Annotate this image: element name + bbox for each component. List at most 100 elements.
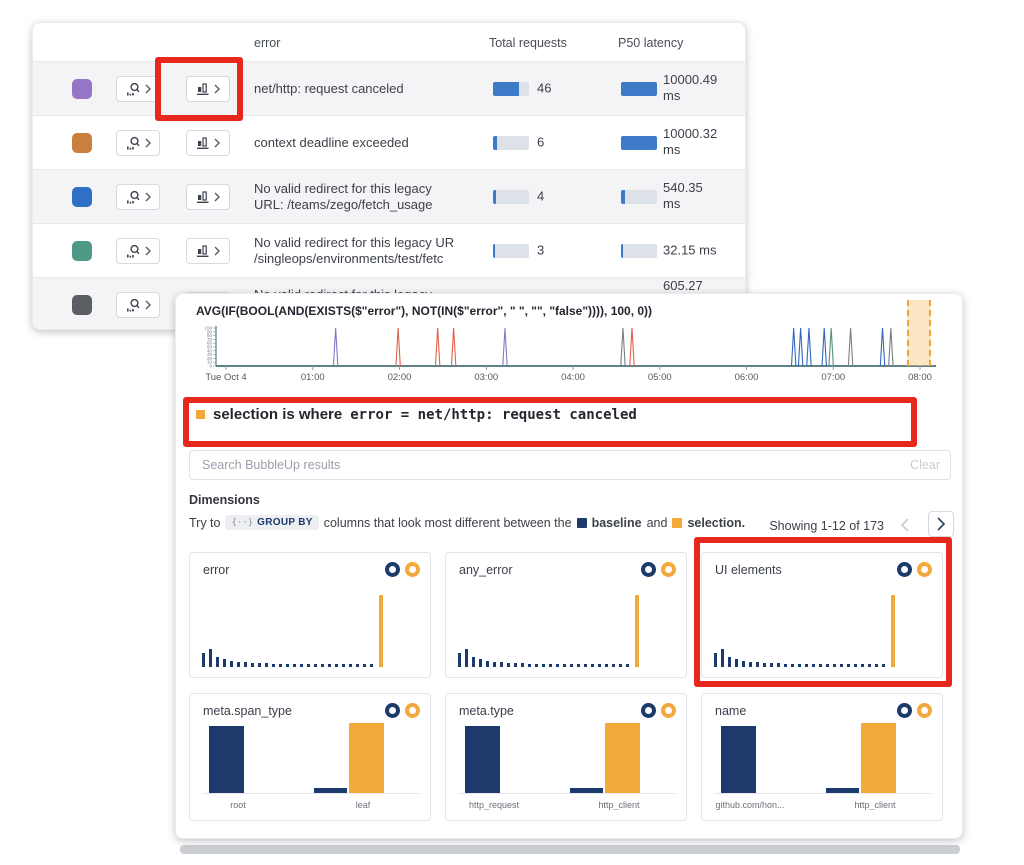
baseline-bar [721, 726, 756, 793]
timeline-spike [797, 327, 804, 367]
trace-search-button[interactable] [116, 129, 160, 156]
trace-search-button[interactable] [116, 183, 160, 210]
baseline-bar [626, 664, 629, 667]
bubbleup-chart-button[interactable] [186, 183, 230, 210]
column-header-p50-latency: P50 latency [618, 36, 684, 50]
dimension-card[interactable]: name github.com/hon... http_client [701, 693, 943, 821]
dimension-card[interactable]: meta.span_type root leaf [189, 693, 431, 821]
baseline-bar [777, 663, 780, 667]
dimension-card-chart [458, 573, 676, 667]
baseline-label: baseline [591, 515, 642, 530]
column-header-total-requests: Total requests [489, 36, 567, 50]
total-requests-bar [493, 189, 529, 204]
baseline-bar [307, 664, 310, 667]
selection-bar [861, 723, 896, 793]
bubbleup-panel: AVG(IF(BOOL(AND(EXISTS($"error"), NOT(IN… [175, 293, 963, 839]
error-message-cell: No valid redirect for this legacy UR /si… [254, 234, 455, 266]
baseline-legend-swatch [576, 517, 587, 528]
baseline-bar [244, 662, 247, 667]
trace-search-button[interactable] [116, 75, 160, 102]
dimension-card[interactable]: meta.type http_request http_client [445, 693, 687, 821]
x-tick-label: 08:00 [908, 372, 932, 383]
y-tick-label: 50 [207, 345, 213, 350]
baseline-donut-icon[interactable] [385, 562, 400, 577]
y-tick-label: 0 [209, 364, 212, 369]
baseline-bar [216, 657, 219, 667]
chevron-right-icon [145, 246, 151, 255]
series-color-swatch [72, 186, 92, 207]
clear-search-button[interactable]: Clear [910, 458, 940, 472]
group-label: http_client [854, 800, 896, 810]
series-color-swatch [72, 294, 92, 315]
baseline-donut-icon[interactable] [641, 703, 656, 718]
baseline-bar [472, 657, 475, 667]
baseline-bar [819, 664, 822, 667]
timeline-spike [821, 327, 827, 367]
query-formula: AVG(IF(BOOL(AND(EXISTS($"error"), NOT(IN… [196, 304, 653, 318]
baseline-bar [258, 663, 261, 667]
dimension-card-title: meta.type [459, 704, 514, 718]
hint-prefix: Try to [189, 515, 221, 530]
baseline-bar [570, 788, 603, 793]
group-label: http_client [598, 800, 640, 810]
selection-legend-swatch [672, 517, 683, 528]
selection-donut-icon[interactable] [405, 703, 420, 718]
selection-donut-icon[interactable] [661, 562, 676, 577]
selection-donut-icon[interactable] [917, 703, 932, 718]
error-table-panel: error Total requests P50 latency [32, 22, 746, 330]
baseline-donut-icon[interactable] [641, 562, 656, 577]
trace-search-icon [126, 298, 140, 311]
baseline-bar [465, 649, 468, 667]
trace-search-button[interactable] [116, 291, 160, 318]
bubbleup-chart-button[interactable] [186, 237, 230, 264]
p50-latency-bar [621, 81, 657, 96]
card-legend [641, 703, 676, 718]
x-tick-label: 04:00 [561, 372, 585, 383]
chevron-right-icon [145, 84, 151, 93]
chevron-right-icon [145, 192, 151, 201]
dimension-card[interactable]: any_error [445, 552, 687, 678]
baseline-bar [300, 664, 303, 667]
previous-page-button[interactable] [894, 514, 916, 536]
table-header-row: error Total requests P50 latency [33, 23, 745, 61]
next-page-button[interactable] [928, 511, 954, 537]
card-legend [385, 703, 420, 718]
selection-donut-icon[interactable] [917, 562, 932, 577]
group-by-label: GROUP BY [257, 517, 313, 528]
y-tick-label: 10 [207, 360, 213, 365]
baseline-donut-icon[interactable] [385, 703, 400, 718]
baseline-bar [805, 664, 808, 667]
selection-expression: error = net/http: request canceled [350, 406, 637, 423]
selection-donut-icon[interactable] [405, 562, 420, 577]
table-row: context deadline exceeded 6 10000.32 ms [33, 115, 745, 169]
selection-donut-icon[interactable] [661, 703, 676, 718]
baseline-donut-icon[interactable] [897, 703, 912, 718]
bar-chart-icon [197, 190, 209, 203]
dimension-card-labels: github.com/hon... http_client [714, 800, 932, 812]
baseline-bar [861, 664, 864, 667]
groupby-hint-line: Try to {··} GROUP BY columns that look m… [189, 515, 745, 530]
trace-search-button[interactable] [116, 237, 160, 264]
p50-latency-bar [621, 189, 657, 204]
dimension-card-labels: root leaf [202, 800, 420, 812]
baseline-bar [230, 661, 233, 667]
chevron-right-icon [214, 138, 220, 147]
bubbleup-chart-button[interactable] [186, 129, 230, 156]
bubbleup-search-input[interactable] [200, 457, 911, 473]
group-by-pill[interactable]: {··} GROUP BY [225, 515, 319, 530]
baseline-bar [854, 664, 857, 667]
timeline-selection-band[interactable] [907, 300, 931, 366]
baseline-bar [798, 664, 801, 667]
baseline-bar [847, 664, 850, 667]
baseline-donut-icon[interactable] [897, 562, 912, 577]
dimension-card[interactable]: error [189, 552, 431, 678]
horizontal-scrollbar[interactable] [180, 845, 960, 854]
chevron-right-icon [145, 138, 151, 147]
baseline-bar [763, 663, 766, 667]
x-tick-label: 07:00 [821, 372, 845, 383]
dimension-card[interactable]: UI elements [701, 552, 943, 678]
baseline-bar [202, 653, 205, 667]
bubbleup-chart-button[interactable] [186, 75, 230, 102]
group-label: github.com/hon... [715, 800, 785, 810]
